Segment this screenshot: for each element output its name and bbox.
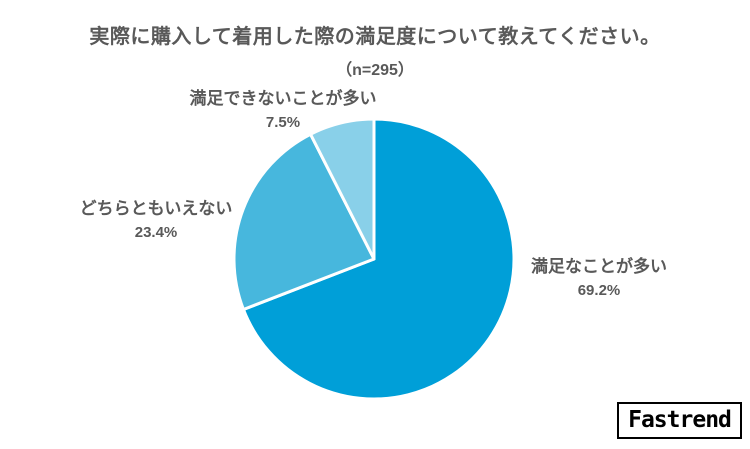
chart-header: 実際に購入して着用した際の満足度について教えてください。 （n=295） — [0, 20, 750, 80]
brand-logo-text: Fastrend — [628, 407, 732, 433]
slice-label-dissatisfied-text: 満足できないことが多い — [189, 89, 377, 108]
pie-slice-0 — [241, 117, 516, 401]
slice-label-neutral-percent: 23.4% — [134, 224, 178, 241]
slice-label-satisfied-percent: 69.2% — [577, 282, 621, 299]
slice-label-neutral: どちらともいえない 23.4% — [80, 198, 233, 243]
chart-title: 実際に購入して着用した際の満足度について教えてください。 — [89, 26, 661, 48]
pie-slice-1 — [232, 132, 376, 311]
pie-slice-2 — [309, 117, 376, 261]
slice-label-satisfied: 満足なことが多い 69.2% — [531, 256, 667, 301]
brand-logo: Fastrend — [617, 402, 742, 439]
slice-label-neutral-text: どちらともいえない — [79, 199, 233, 218]
slice-label-dissatisfied-percent: 7.5% — [265, 114, 301, 131]
slice-label-dissatisfied: 満足できないことが多い 7.5% — [190, 88, 377, 133]
slice-label-satisfied-text: 満足なことが多い — [531, 257, 667, 276]
chart-sample-size: （n=295） — [336, 62, 414, 79]
